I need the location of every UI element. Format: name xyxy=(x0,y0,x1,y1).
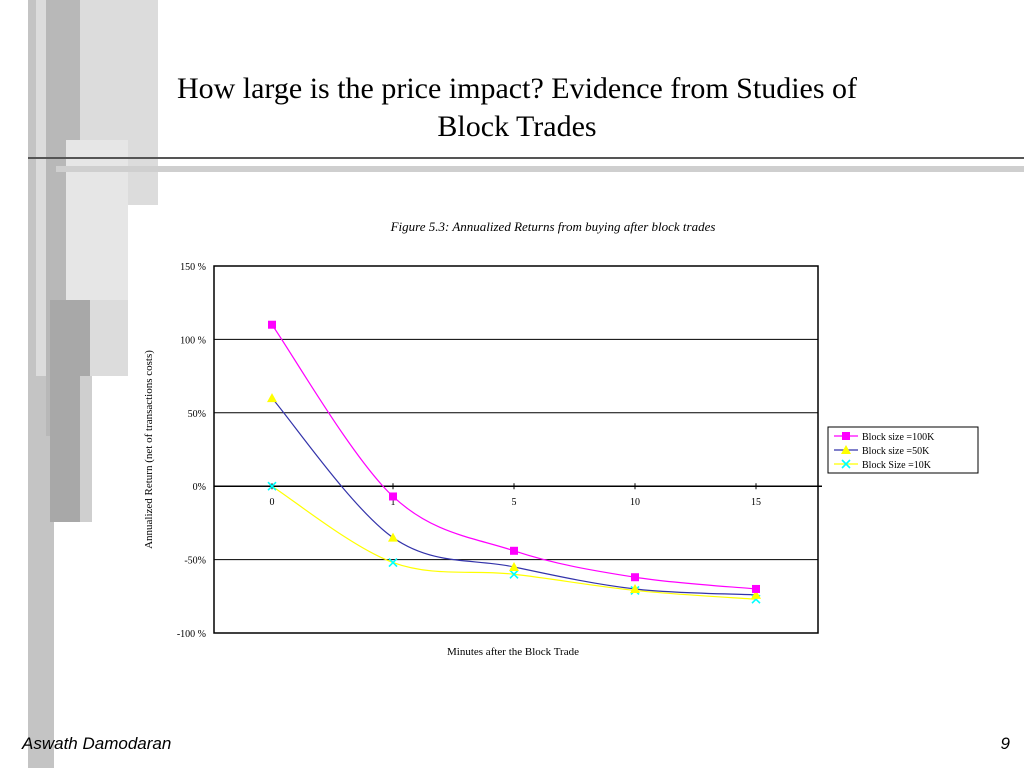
series-0-point xyxy=(510,546,518,555)
decor-bar-4 xyxy=(66,140,128,300)
legend: Block size =100K Block size =50K Block Siz… xyxy=(827,426,979,474)
title-rule xyxy=(28,157,1024,159)
series-0-point xyxy=(752,584,760,593)
series-0-point xyxy=(268,320,276,329)
series-2-point xyxy=(267,481,277,491)
series-0-point xyxy=(389,492,397,501)
slide-title-line2: Block Trades xyxy=(437,110,597,143)
series-1-point xyxy=(751,589,761,599)
y-tick-label: 0% xyxy=(193,482,206,493)
y-tick-label: -100 % xyxy=(177,629,206,640)
y-axis-label: Annualized Return (net of transactions c… xyxy=(143,350,155,549)
series-0-point xyxy=(631,573,639,582)
x-axis-label: Minutes after the Block Trade xyxy=(447,646,579,658)
decor-bar-6 xyxy=(80,376,92,522)
legend-label: Block size =50K xyxy=(862,446,930,457)
plot-area-border xyxy=(213,265,819,634)
series-1-point xyxy=(509,561,519,571)
series-2-point xyxy=(388,557,398,568)
x-tick-label: 0 xyxy=(270,497,275,508)
title-rule-shadow xyxy=(56,166,1024,172)
series-1-point xyxy=(630,583,640,593)
page-number: 9 xyxy=(1000,734,1010,753)
series-1-point xyxy=(388,532,398,542)
legend-marker xyxy=(841,459,851,469)
series-2-point xyxy=(509,569,519,579)
footer-author: Aswath Damodaran xyxy=(22,734,172,753)
x-tick-label: 10 xyxy=(630,497,640,508)
y-tick-label: -50% xyxy=(184,556,206,567)
slide-title: How large is the price impact? Evidence … xyxy=(100,70,934,146)
series-1-point xyxy=(267,393,277,403)
series-line-0 xyxy=(271,324,757,590)
legend-label: Block Size =10K xyxy=(862,460,932,471)
y-tick-label: 100 % xyxy=(180,335,206,346)
y-tick-label: 50% xyxy=(188,409,206,420)
legend-label: Block size =100K xyxy=(862,432,935,443)
y-tick-label: 150 % xyxy=(180,262,206,273)
legend-marker xyxy=(841,445,851,454)
chart: Figure 5.3: Annualized Returns from buyi… xyxy=(128,205,998,665)
chart-title: Figure 5.3: Annualized Returns from buyi… xyxy=(390,219,716,234)
x-tick-label: 1 xyxy=(391,497,396,508)
legend-marker xyxy=(842,432,850,440)
slide-title-line1: How large is the price impact? Evidence … xyxy=(176,72,858,105)
x-tick-label: 15 xyxy=(751,497,761,508)
x-tick-label: 5 xyxy=(512,497,517,508)
